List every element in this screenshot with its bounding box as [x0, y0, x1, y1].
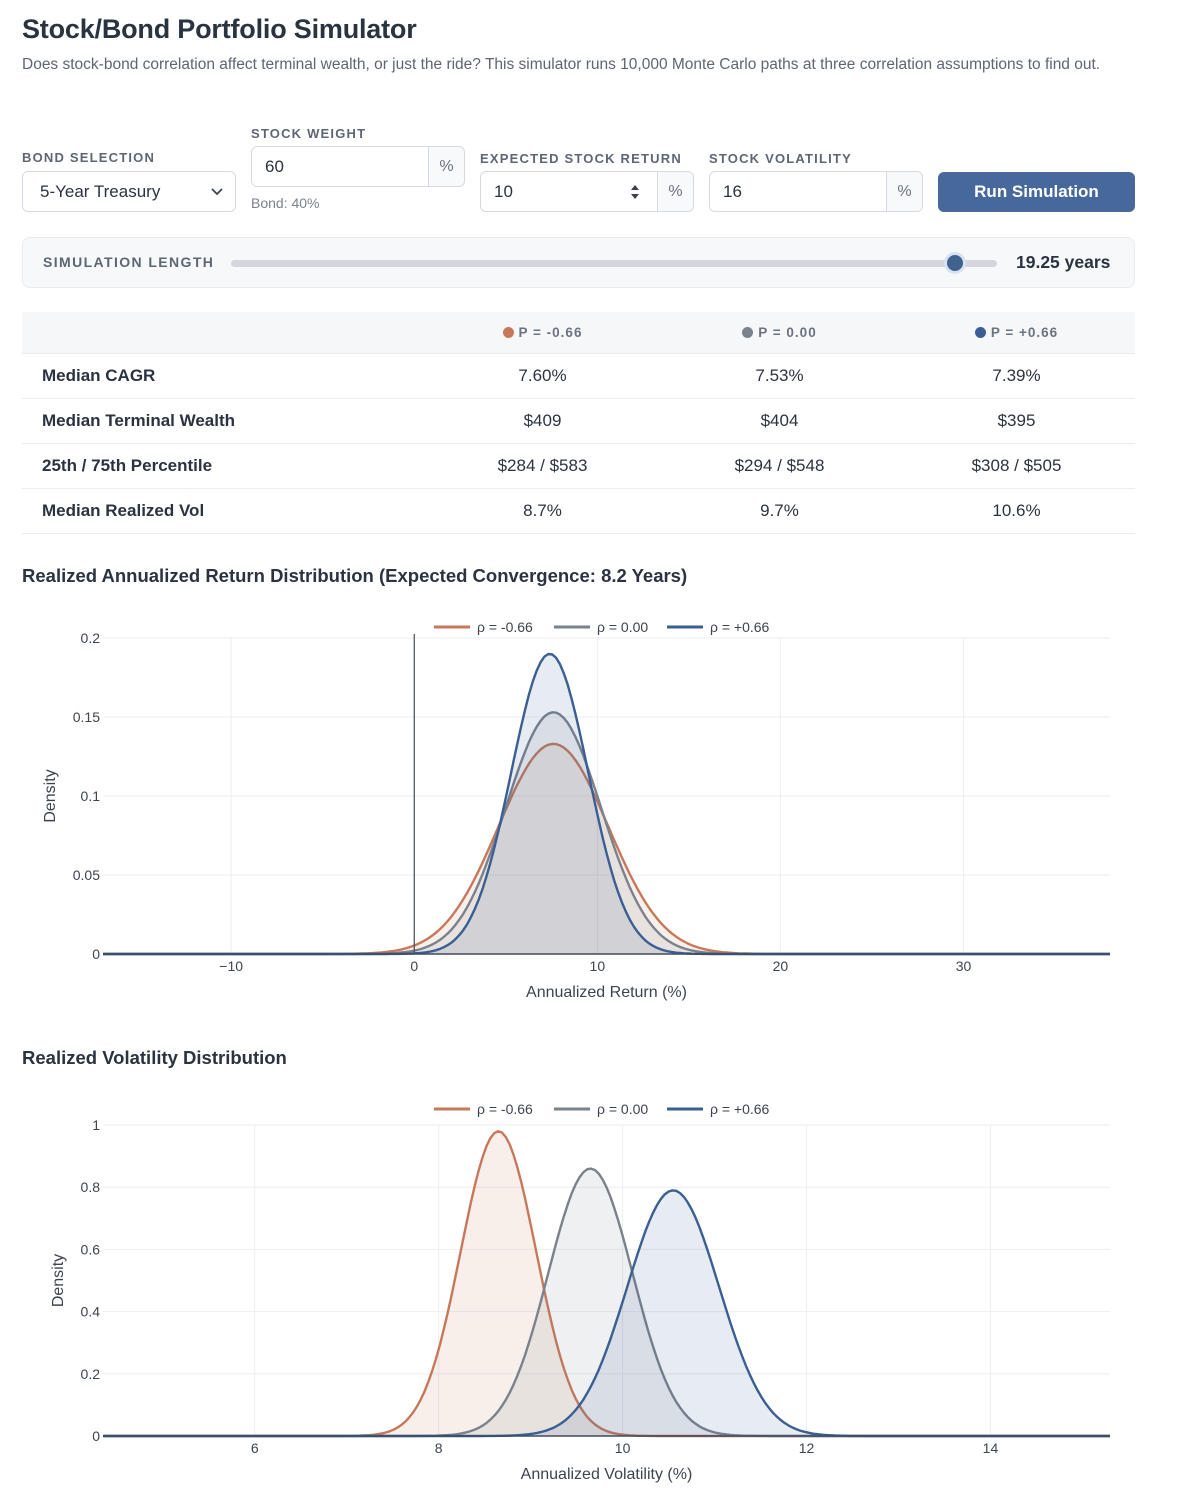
- bond-selection-label: Bond Selection: [22, 150, 156, 165]
- chevron-down-icon: [211, 188, 223, 196]
- x-tick-label: 0: [410, 958, 418, 974]
- x-tick-label: −10: [219, 958, 243, 974]
- table-cell: $409: [424, 398, 661, 444]
- stock-volatility-value: 16: [723, 182, 742, 201]
- x-tick-label: 12: [799, 1440, 815, 1456]
- legend-label-neg: ρ = -0.66: [477, 1101, 533, 1117]
- y-axis-title: Density: [42, 769, 59, 822]
- expected-return-label: Expected Stock Return: [480, 151, 682, 166]
- x-axis-title: Annualized Volatility (%): [521, 1466, 693, 1483]
- page-description: Does stock-bond correlation affect termi…: [22, 56, 1101, 73]
- stock-weight-unit: %: [428, 147, 464, 186]
- column-header-neg: P = -0.66: [424, 312, 661, 354]
- legend-label-pos: ρ = +0.66: [710, 1101, 770, 1117]
- table-cell: 10.6%: [898, 488, 1135, 534]
- results-table-header: P = -0.66 P = 0.00 P = +0.66: [22, 312, 1135, 354]
- stock-volatility-unit: %: [886, 172, 922, 211]
- simulation-length-value: 19.25 years: [1016, 252, 1111, 272]
- row-label: 25th / 75th Percentile: [22, 443, 424, 489]
- series-dot-pos: [974, 326, 986, 338]
- number-spinner-icon[interactable]: [629, 182, 641, 202]
- simulation-length-panel: Simulation Length 19.25 years: [22, 237, 1135, 288]
- row-label: Median CAGR: [22, 353, 424, 399]
- return-distribution-chart: −10 0 10 20 30 0 0.05 0.1 0.15 0.2 ρ = -0.66 ρ = 0.…: [42, 619, 1110, 1001]
- expected-return-unit: %: [657, 172, 693, 211]
- table-row: 25th / 75th Percentile $284 / $583 $294 …: [22, 443, 1135, 489]
- return-chart-title: Realized Annualized Return Distribution …: [22, 565, 688, 586]
- bond-selection-select[interactable]: 5-Year Treasury: [22, 171, 236, 212]
- column-label: P = -0.66: [518, 324, 583, 340]
- table-cell: 7.39%: [898, 353, 1135, 399]
- table-cell: 8.7%: [424, 488, 661, 534]
- x-axis-title: Annualized Return (%): [526, 984, 687, 1001]
- series-area-zero: [103, 712, 1110, 954]
- results-table: P = -0.66 P = 0.00 P = +0.66 Median CAGR…: [22, 312, 1135, 534]
- stock-volatility-input[interactable]: 16 %: [709, 171, 923, 212]
- table-row: Median Terminal Wealth $409 $404 $395: [22, 398, 1135, 444]
- table-row: Median CAGR 7.60% 7.53% 7.39%: [22, 353, 1135, 399]
- legend-label-zero: ρ = 0.00: [597, 619, 648, 635]
- column-header-pos: P = +0.66: [898, 312, 1135, 354]
- y-tick-label: 0.8: [81, 1179, 101, 1195]
- table-cell: 7.53%: [661, 353, 898, 399]
- row-label: Median Realized Vol: [22, 488, 424, 534]
- table-cell: $308 / $505: [898, 443, 1135, 489]
- y-tick-label: 1: [92, 1117, 100, 1133]
- y-tick-label: 0.4: [81, 1304, 101, 1320]
- volatility-distribution-chart: 6 8 10 12 14 0 0.2 0.4 0.6 0.8 1 ρ = -0.66 ρ = 0.00 ρ…: [50, 1101, 1110, 1483]
- legend-label-pos: ρ = +0.66: [710, 619, 770, 635]
- series-area-zero: [103, 1168, 1110, 1436]
- simulation-length-label: Simulation Length: [43, 254, 215, 270]
- y-tick-label: 0.2: [81, 630, 101, 646]
- x-tick-label: 20: [773, 958, 789, 974]
- legend-label-neg: ρ = -0.66: [477, 619, 533, 635]
- series-dot-neg: [502, 326, 514, 338]
- y-tick-label: 0.15: [73, 709, 100, 725]
- column-label: P = 0.00: [758, 324, 817, 340]
- x-tick-label: 14: [983, 1440, 999, 1456]
- column-header-zero: P = 0.00: [661, 312, 898, 354]
- column-label: P = +0.66: [990, 324, 1059, 340]
- simulation-length-track[interactable]: [231, 260, 997, 267]
- y-tick-label: 0.1: [81, 788, 101, 804]
- stock-volatility-label: Stock Volatility: [709, 151, 852, 166]
- y-tick-label: 0.2: [81, 1366, 101, 1382]
- expected-return-value: 10: [494, 182, 513, 201]
- y-tick-label: 0.6: [81, 1241, 101, 1257]
- simulation-length-thumb[interactable]: [943, 252, 966, 274]
- page-title: Stock/Bond Portfolio Simulator: [22, 14, 417, 44]
- stock-weight-value: 60: [265, 157, 284, 176]
- y-axis-title: Density: [50, 1254, 67, 1307]
- table-corner: [22, 312, 424, 354]
- table-cell: 7.60%: [424, 353, 661, 399]
- table-cell: 9.7%: [661, 488, 898, 534]
- x-tick-label: 10: [615, 1440, 631, 1456]
- bond-selection-value: 5-Year Treasury: [40, 182, 161, 201]
- expected-return-input[interactable]: 10 %: [480, 171, 694, 212]
- table-cell: $294 / $548: [661, 443, 898, 489]
- table-row: Median Realized Vol 8.7% 9.7% 10.6%: [22, 488, 1135, 534]
- stock-weight-label: Stock Weight: [251, 126, 367, 141]
- series-area-pos: [103, 1190, 1110, 1436]
- table-cell: $404: [661, 398, 898, 444]
- stock-weight-input[interactable]: 60 %: [251, 146, 465, 187]
- bond-weight-note: Bond: 40%: [251, 195, 320, 211]
- y-tick-label: 0.05: [73, 867, 100, 883]
- legend-label-zero: ρ = 0.00: [597, 1101, 648, 1117]
- table-cell: $284 / $583: [424, 443, 661, 489]
- x-tick-label: 8: [435, 1440, 443, 1456]
- x-tick-label: 10: [590, 958, 606, 974]
- x-tick-label: 6: [251, 1440, 259, 1456]
- row-label: Median Terminal Wealth: [22, 398, 424, 444]
- volatility-chart-title: Realized Volatility Distribution: [22, 1047, 287, 1068]
- y-tick-label: 0: [92, 1428, 100, 1444]
- x-tick-label: 30: [956, 958, 972, 974]
- series-dot-zero: [742, 326, 754, 338]
- series-area-pos: [103, 654, 1110, 954]
- run-simulation-button[interactable]: Run Simulation: [938, 172, 1135, 212]
- y-tick-label: 0: [92, 946, 100, 962]
- table-cell: $395: [898, 398, 1135, 444]
